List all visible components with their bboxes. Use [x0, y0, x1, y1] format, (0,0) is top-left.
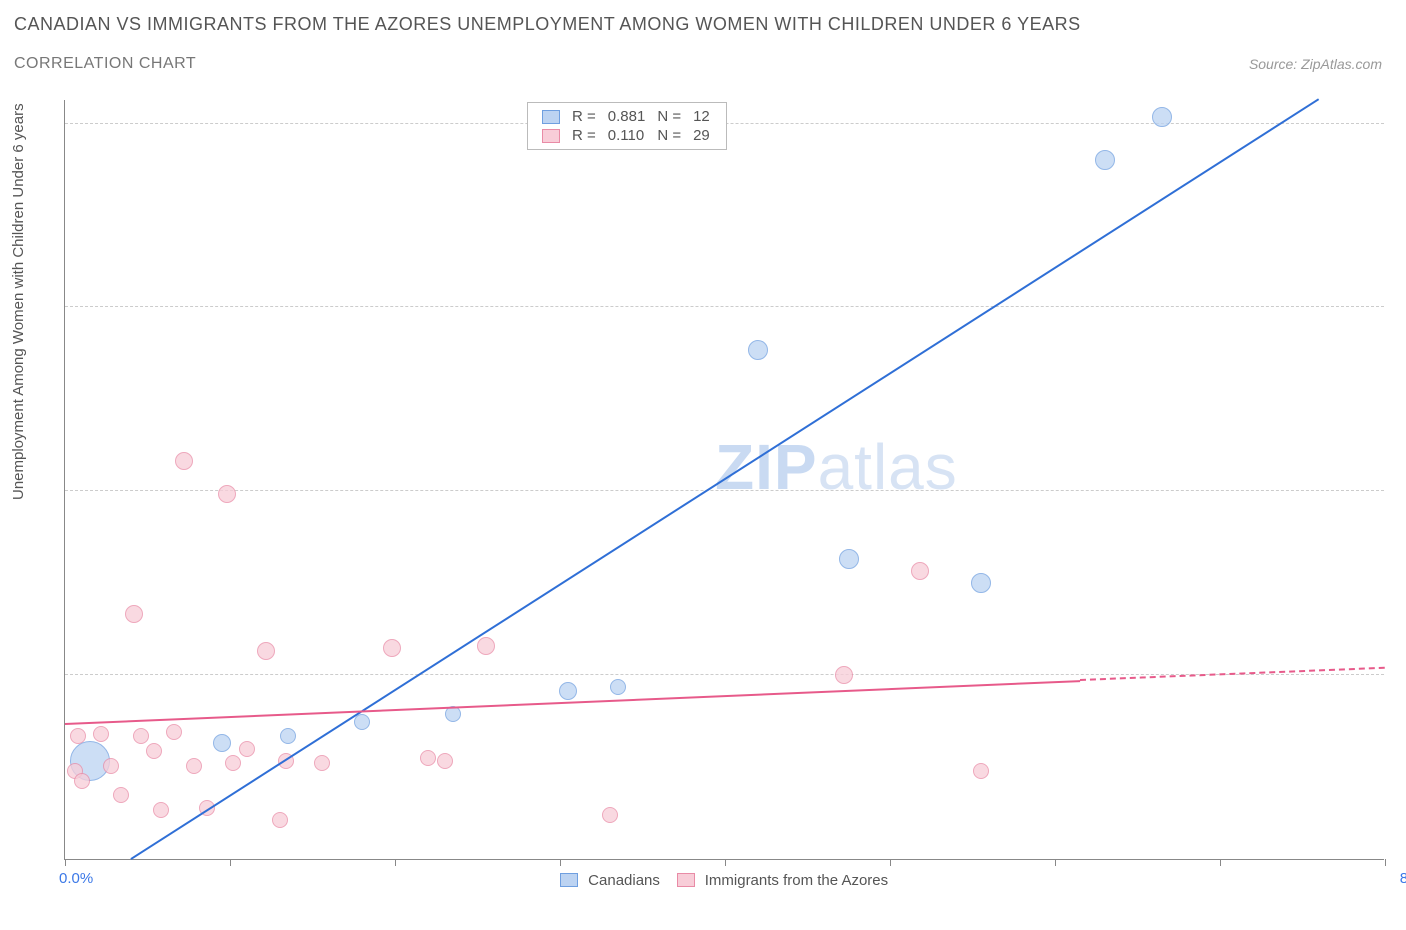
watermark: ZIPatlas	[715, 430, 958, 504]
gridline	[65, 306, 1384, 307]
data-point	[280, 728, 296, 744]
series-legend: Canadians Immigrants from the Azores	[560, 872, 888, 889]
data-point	[602, 807, 618, 823]
data-point	[93, 726, 109, 742]
y-axis-label: Unemployment Among Women with Children U…	[10, 103, 27, 500]
data-point	[153, 802, 169, 818]
data-point	[218, 485, 236, 503]
data-point	[1152, 107, 1172, 127]
regression-line	[130, 98, 1319, 860]
data-point	[420, 750, 436, 766]
data-point	[70, 728, 86, 744]
data-point	[314, 755, 330, 771]
data-point	[239, 741, 255, 757]
data-point	[166, 724, 182, 740]
x-tick	[230, 859, 231, 866]
x-tick	[1055, 859, 1056, 866]
data-point	[103, 758, 119, 774]
plot-region: ZIPatlas 15.0%30.0%45.0%60.0%0.0%8.0%R =…	[64, 100, 1384, 860]
x-tick	[65, 859, 66, 866]
data-point	[437, 753, 453, 769]
data-point	[748, 340, 768, 360]
data-point	[225, 755, 241, 771]
data-point	[125, 605, 143, 623]
data-point	[175, 452, 193, 470]
x-tick	[560, 859, 561, 866]
data-point	[835, 666, 853, 684]
data-point	[186, 758, 202, 774]
x-min-label: 0.0%	[59, 870, 93, 887]
source-attribution: Source: ZipAtlas.com	[1249, 56, 1382, 72]
x-tick	[725, 859, 726, 866]
correlation-legend: R =0.881N =12R =0.110N =29	[527, 102, 727, 150]
x-max-label: 8.0%	[1400, 870, 1406, 887]
data-point	[146, 743, 162, 759]
data-point	[839, 549, 859, 569]
x-tick	[1220, 859, 1221, 866]
data-point	[971, 573, 991, 593]
chart-subtitle: CORRELATION CHART	[14, 55, 1406, 73]
data-point	[113, 787, 129, 803]
data-point	[1095, 150, 1115, 170]
chart-area: Unemployment Among Women with Children U…	[14, 100, 1392, 920]
chart-title: CANADIAN VS IMMIGRANTS FROM THE AZORES U…	[14, 14, 1406, 35]
gridline	[65, 490, 1384, 491]
data-point	[213, 734, 231, 752]
data-point	[610, 679, 626, 695]
data-point	[74, 773, 90, 789]
x-tick	[890, 859, 891, 866]
data-point	[257, 642, 275, 660]
data-point	[272, 812, 288, 828]
data-point	[133, 728, 149, 744]
data-point	[911, 562, 929, 580]
x-tick	[395, 859, 396, 866]
data-point	[973, 763, 989, 779]
data-point	[477, 637, 495, 655]
x-tick	[1385, 859, 1386, 866]
data-point	[559, 682, 577, 700]
data-point	[383, 639, 401, 657]
